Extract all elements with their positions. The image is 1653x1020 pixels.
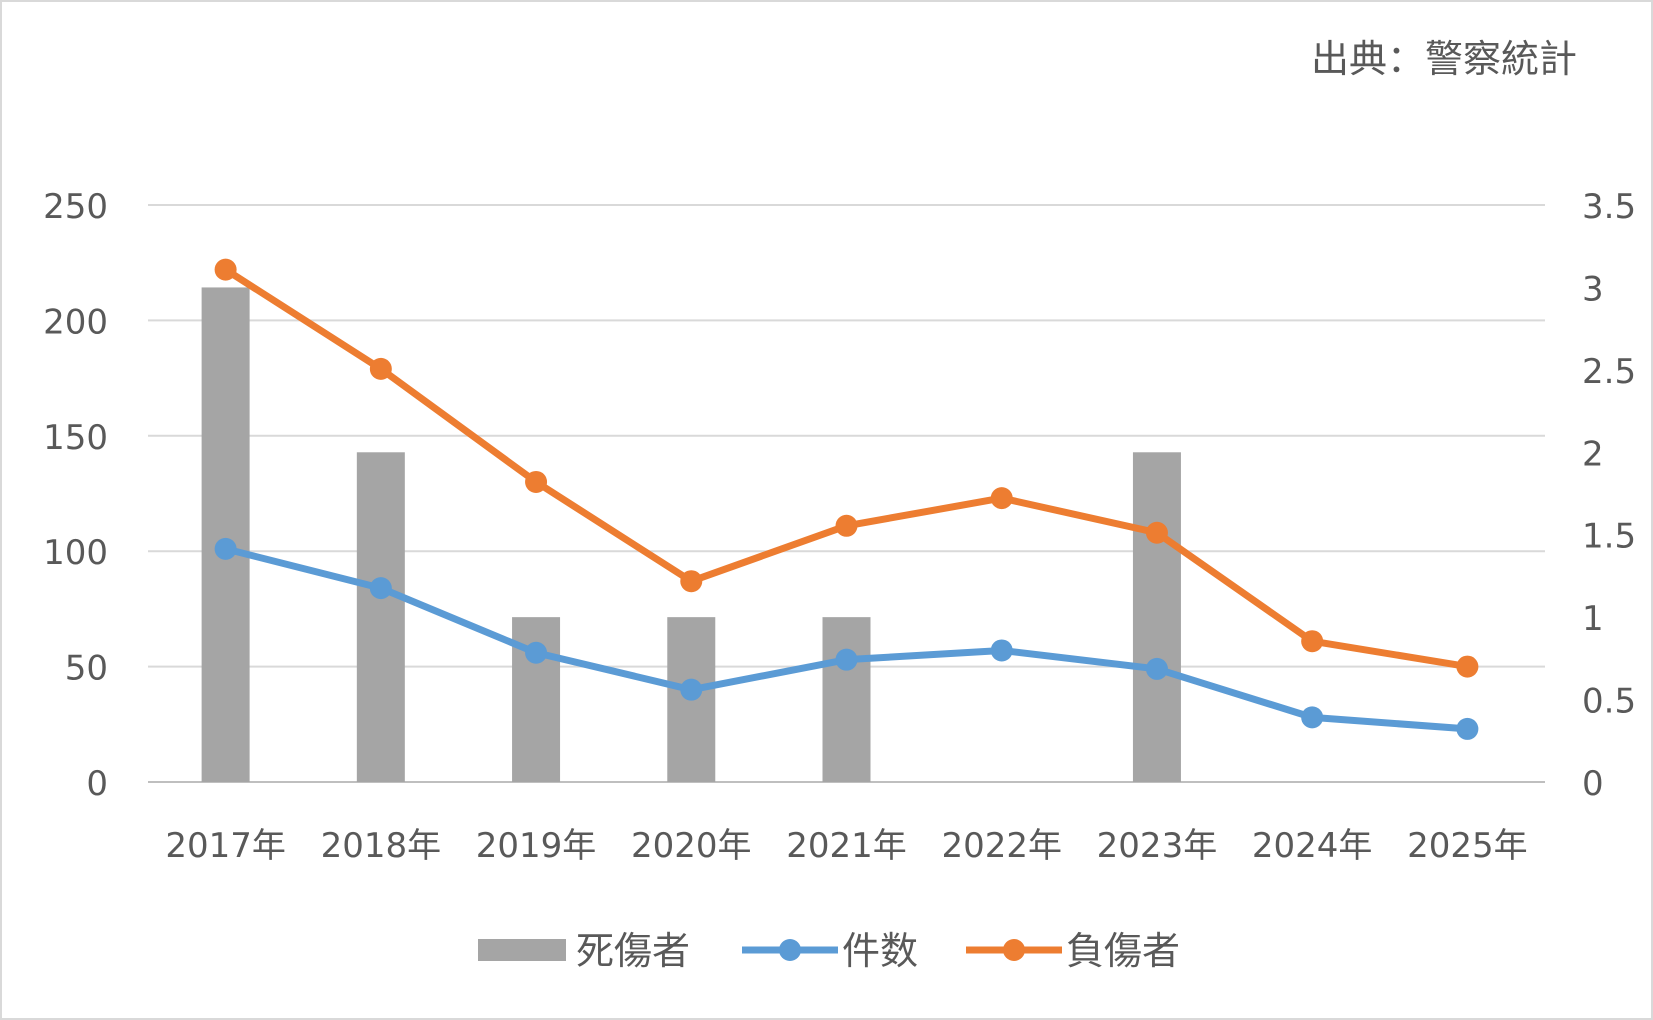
- legend: 死傷者 件数 負傷者: [478, 929, 1180, 973]
- bar-2018年: [356, 452, 405, 782]
- y-left-tick-label: 250: [43, 187, 108, 227]
- y-right-tick-label: 0: [1582, 764, 1604, 804]
- bar-2023年: [1132, 452, 1181, 782]
- x-tick-label: 2025年: [1407, 826, 1528, 866]
- x-tick-label: 2024年: [1252, 826, 1373, 866]
- y-left-tick-label: 200: [43, 302, 108, 342]
- y-left-tick-label: 50: [65, 649, 108, 689]
- data-point-件数: [525, 641, 548, 664]
- data-point-件数: [1301, 706, 1324, 729]
- x-tick-label: 2017年: [165, 826, 286, 866]
- data-point-負傷者: [835, 514, 858, 537]
- bar-2021年: [822, 617, 871, 782]
- x-tick-label: 2019年: [476, 826, 597, 866]
- y-axis-left-tick-labels: 0 50 100 150 200 250: [43, 187, 108, 804]
- legend-label: 負傷者: [1066, 929, 1180, 973]
- y-left-tick-label: 100: [43, 533, 108, 573]
- x-tick-label: 2022年: [941, 826, 1062, 866]
- x-tick-label: 2021年: [786, 826, 907, 866]
- series-line-負傷者: [222, 266, 1471, 671]
- data-point-負傷者: [1301, 630, 1324, 653]
- y-axis-right-tick-labels: 0 0.5 1 1.5 2 2.5 3 3.5: [1582, 187, 1636, 804]
- data-point-負傷者: [990, 487, 1013, 510]
- data-point-件数: [1145, 657, 1168, 680]
- legend-marker-件数: [779, 939, 801, 961]
- x-tick-label: 2023年: [1097, 826, 1218, 866]
- data-point-負傷者: [525, 470, 548, 493]
- data-point-負傷者: [680, 570, 703, 593]
- data-point-件数: [369, 577, 392, 600]
- bar-series: [201, 287, 1181, 782]
- x-axis-tick-labels: 2017年 2018年 2019年 2020年 2021年 2022年 2023年 2024年…: [165, 826, 1527, 866]
- data-point-負傷者: [1145, 521, 1168, 544]
- y-left-tick-label: 0: [86, 764, 108, 804]
- y-right-tick-label: 1.5: [1582, 517, 1636, 557]
- data-point-件数: [1456, 717, 1479, 740]
- bar-2017年: [201, 287, 250, 782]
- data-point-件数: [214, 537, 237, 560]
- x-tick-label: 2020年: [631, 826, 752, 866]
- data-point-件数: [990, 639, 1013, 662]
- y-right-tick-label: 2: [1582, 434, 1604, 474]
- data-point-件数: [835, 648, 858, 671]
- source-note: 出典：警察統計: [1311, 37, 1577, 81]
- y-left-tick-label: 150: [43, 418, 108, 458]
- line-series: [214, 258, 1479, 740]
- data-point-件数: [680, 678, 703, 701]
- y-right-tick-label: 1: [1582, 599, 1604, 639]
- legend-label: 死傷者: [576, 929, 690, 973]
- y-right-tick-label: 2.5: [1582, 352, 1636, 392]
- y-right-tick-label: 0.5: [1582, 682, 1636, 722]
- data-point-負傷者: [1456, 655, 1479, 678]
- legend-marker-負傷者: [1003, 939, 1025, 961]
- y-right-tick-label: 3.5: [1582, 187, 1636, 227]
- data-point-負傷者: [369, 357, 392, 380]
- legend-swatch-死傷者: [478, 939, 566, 961]
- legend-label: 件数: [842, 929, 918, 973]
- y-right-tick-label: 3: [1582, 269, 1604, 309]
- x-tick-label: 2018年: [321, 826, 442, 866]
- data-point-負傷者: [214, 258, 237, 281]
